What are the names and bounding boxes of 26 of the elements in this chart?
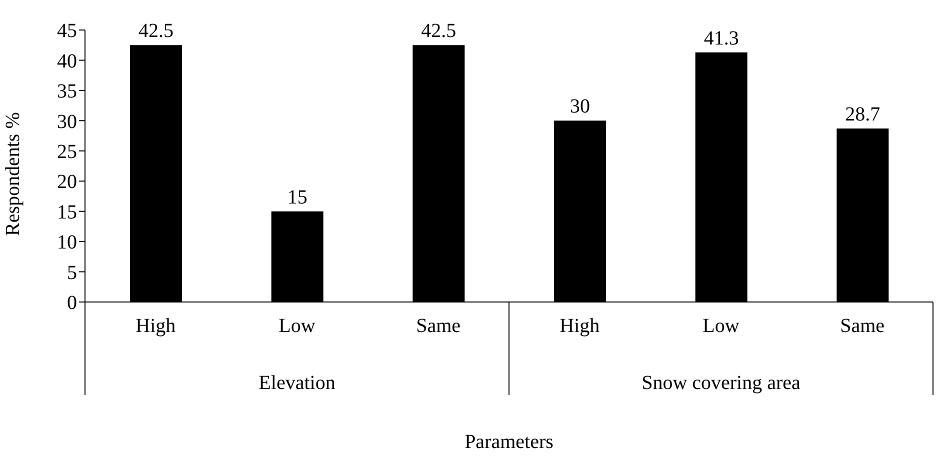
x-tick-label: High	[560, 315, 600, 338]
x-tick-label: Low	[702, 315, 740, 338]
data-label: 30	[570, 96, 590, 118]
y-tick-label: 0	[67, 292, 77, 314]
y-tick-label: 15	[57, 201, 77, 224]
y-tick-label: 10	[57, 232, 77, 254]
x-tick-label: Same	[840, 315, 885, 338]
y-tick-label: 25	[57, 140, 77, 163]
data-label: 15	[287, 186, 308, 208]
y-tick-label: 35	[57, 80, 77, 103]
y-axis-title: Respondents %	[2, 112, 24, 236]
text: Snow covering area	[642, 372, 801, 394]
x-tick-label: High	[136, 315, 176, 338]
y-tick-label: 40	[57, 50, 77, 72]
data-label: 42.5	[138, 20, 174, 42]
y-tick-label: 5	[67, 262, 77, 284]
y-tick-label: 45	[57, 20, 77, 42]
x-tick-label: Same	[416, 315, 461, 338]
data-label: 28.7	[845, 104, 880, 126]
data-label: 41.3	[704, 27, 739, 50]
x-axis-title: Parameters	[464, 431, 554, 453]
text: Elevation	[258, 372, 336, 394]
data-label: 42.5	[421, 20, 456, 42]
y-tick-label: 20	[57, 171, 77, 194]
y-tick-label: 30	[57, 110, 77, 133]
x-tick-label: Low	[278, 315, 316, 338]
